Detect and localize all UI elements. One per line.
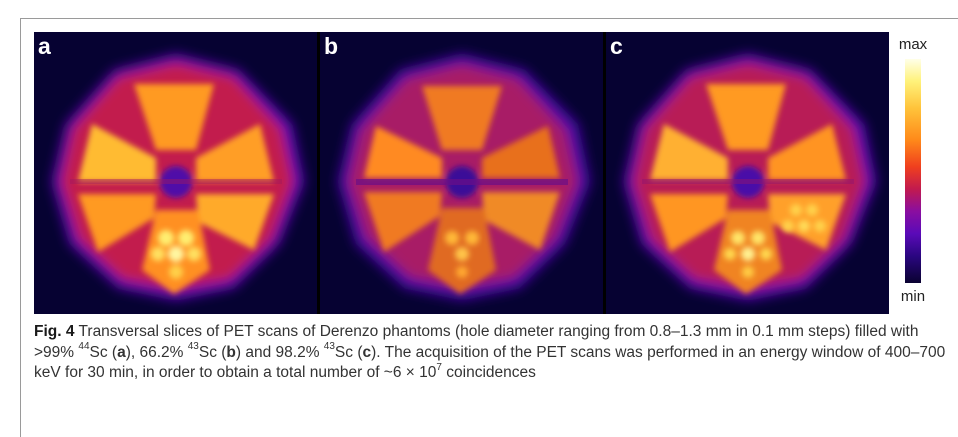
caption-text: ) and 98.2% bbox=[235, 343, 324, 361]
figure-caption: Fig. 4 Transversal slices of PET scans o… bbox=[34, 322, 950, 384]
pet-scan-image-a bbox=[34, 32, 317, 314]
colorbar-min-label: min bbox=[900, 288, 926, 305]
caption-text: ). The acquisition of the PET scans was … bbox=[34, 343, 946, 382]
caption-text: coincidences bbox=[441, 364, 536, 381]
color-scale: max min bbox=[884, 32, 942, 314]
caption-text: ), 66.2% bbox=[125, 343, 188, 361]
panel-a: a bbox=[34, 32, 317, 314]
panel-ref-a: a bbox=[117, 343, 126, 361]
exponent: 7 bbox=[436, 361, 442, 373]
caption-text: Sc ( bbox=[89, 343, 118, 361]
isotope-mass-number: 43 bbox=[187, 341, 199, 353]
panel-c: c bbox=[606, 32, 889, 314]
isotope-mass-number: 44 bbox=[78, 341, 90, 353]
caption-text: Transversal slices of PET scans of Deren… bbox=[34, 323, 919, 361]
panel-label-a: a bbox=[38, 33, 51, 59]
colorbar bbox=[905, 59, 921, 283]
pet-scan-image-b bbox=[320, 32, 603, 314]
panel-ref-b: b bbox=[226, 343, 236, 361]
caption-text: Sc ( bbox=[334, 343, 363, 361]
pet-figure: a bbox=[34, 32, 889, 314]
panel-ref-c: c bbox=[362, 343, 372, 361]
figure-number: Fig. 4 bbox=[34, 323, 75, 340]
pet-scan-image-c bbox=[606, 32, 889, 314]
caption-text: Sc ( bbox=[198, 343, 227, 361]
panel-label-c: c bbox=[610, 33, 623, 59]
panel-b: b bbox=[320, 32, 603, 314]
isotope-mass-number: 43 bbox=[323, 341, 335, 353]
panel-label-b: b bbox=[324, 33, 339, 59]
colorbar-max-label: max bbox=[898, 36, 928, 53]
